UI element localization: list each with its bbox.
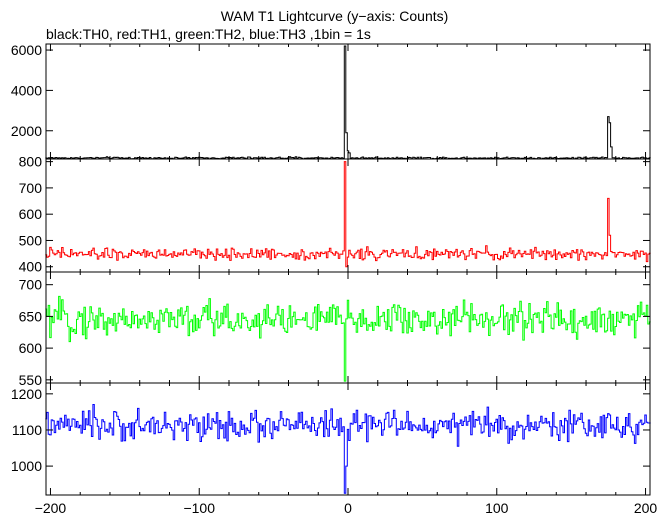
y-tick-label-th0: 2000: [11, 123, 42, 139]
tick-layer: [46, 44, 650, 495]
y-tick-label-th1: 700: [19, 180, 43, 196]
y-tick-label-th0: 4000: [11, 82, 42, 98]
series-line-th3: [45, 404, 651, 494]
y-tick-label-th1: 500: [19, 232, 43, 248]
panel-frame-th3: [45, 382, 651, 496]
y-tick-label-th1: 800: [19, 154, 43, 170]
x-tick-label: −200: [35, 500, 67, 515]
panel-frame-th2: [45, 271, 651, 384]
x-tick-label: 0: [344, 500, 352, 515]
x-tick-label: −100: [183, 500, 215, 515]
series-line-th1: [45, 161, 651, 268]
chart-subtitle: black:TH0, red:TH1, green:TH2, blue:TH3 …: [46, 26, 371, 42]
chart-title: WAM T1 Lightcurve (y−axis: Counts): [220, 8, 449, 24]
series-line-th2: [45, 295, 651, 382]
y-tick-label-th3: 1200: [11, 386, 42, 402]
y-tick-label-th2: 550: [19, 372, 43, 388]
x-tick-label: 100: [485, 500, 509, 515]
y-tick-label-th1: 400: [19, 259, 43, 275]
series-layer: [45, 45, 651, 494]
y-tick-label-th0: 6000: [11, 42, 42, 58]
series-line-th0: [45, 45, 651, 160]
y-tick-label-th3: 1000: [11, 458, 42, 474]
x-tick-label: 200: [634, 500, 658, 515]
label-layer: 2000400060004005006007008005506006507001…: [11, 42, 658, 515]
y-tick-label-th1: 600: [19, 206, 43, 222]
y-tick-label-th2: 650: [19, 308, 43, 324]
panel-frame-th0: [45, 43, 651, 160]
y-tick-label-th3: 1100: [12, 422, 42, 438]
panel-frame-th1: [45, 158, 651, 273]
y-tick-label-th2: 700: [19, 277, 43, 293]
y-tick-label-th2: 600: [19, 340, 43, 356]
